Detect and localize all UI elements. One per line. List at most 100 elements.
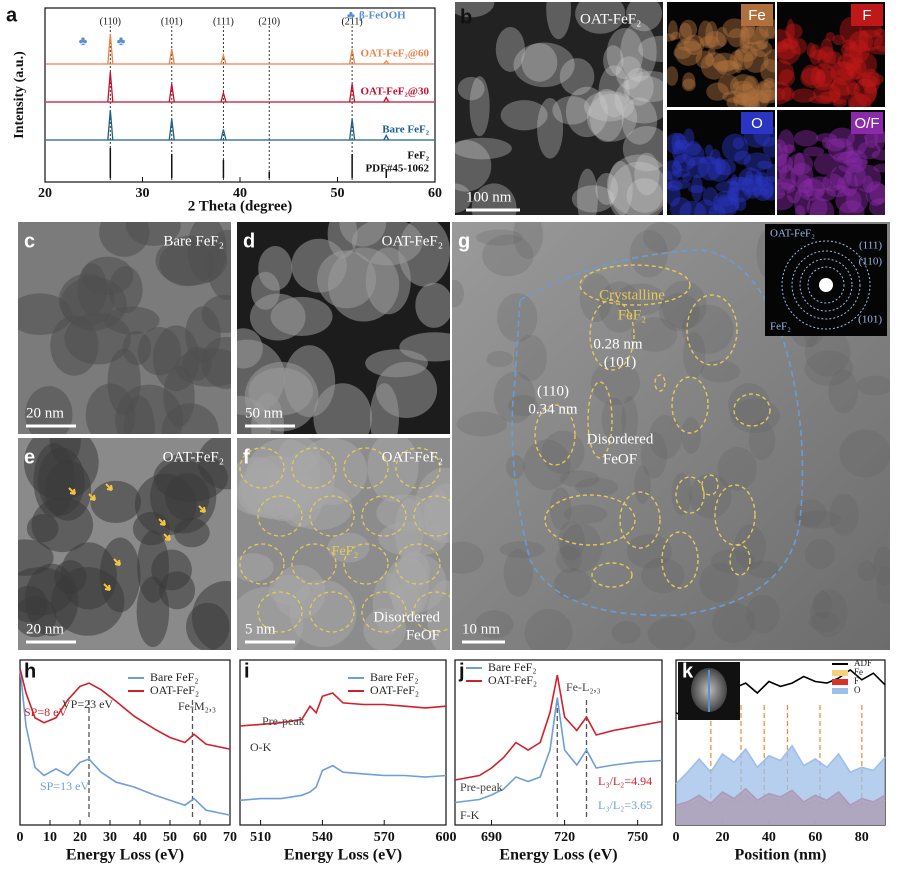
scale-label: 20 nm	[26, 621, 64, 637]
x-tick-label: 0	[673, 830, 680, 845]
diffraction-ring	[781, 240, 871, 330]
panel-label: e	[24, 446, 35, 468]
texture	[732, 137, 745, 150]
texture	[827, 137, 854, 161]
texture	[748, 91, 760, 107]
texture	[841, 171, 858, 197]
texture	[847, 91, 868, 107]
texture	[857, 29, 883, 51]
texture	[728, 179, 740, 206]
texture	[712, 52, 738, 73]
texture	[752, 176, 774, 201]
texture	[699, 156, 715, 165]
texture	[705, 144, 714, 157]
series-line	[454, 674, 663, 781]
y-axis-label: Intensity (a.u.)	[12, 51, 27, 139]
texture	[716, 159, 736, 176]
texture	[793, 130, 819, 147]
texture	[475, 229, 524, 246]
texture	[856, 375, 890, 396]
texture	[804, 538, 836, 569]
texture	[455, 183, 472, 213]
annotation: Crystalline	[599, 287, 665, 303]
texture	[873, 546, 890, 586]
texture	[621, 396, 638, 445]
texture	[505, 455, 525, 479]
texture	[757, 171, 769, 188]
texture-group	[455, 2, 663, 215]
panel-label: j	[458, 660, 465, 682]
texture	[729, 174, 739, 201]
texture	[777, 60, 794, 85]
texture	[455, 140, 492, 192]
x-tick-label: 40	[233, 186, 247, 201]
annotation: 0.28 nm	[593, 336, 643, 352]
texture	[806, 196, 828, 215]
texture	[739, 25, 750, 53]
texture	[37, 447, 85, 516]
texture	[815, 133, 838, 143]
legend-label: β-FeOOH	[359, 10, 406, 22]
annotation: Disordered	[373, 609, 440, 625]
legend-label: Bare FeF₂	[370, 670, 419, 684]
texture	[159, 571, 196, 610]
texture	[760, 59, 775, 83]
texture	[559, 470, 600, 488]
texture	[732, 93, 759, 106]
texture	[598, 281, 641, 333]
annotation: FeOF	[406, 627, 440, 643]
texture	[155, 235, 228, 286]
texture	[789, 38, 807, 55]
texture	[874, 28, 885, 38]
texture	[763, 49, 775, 73]
texture	[804, 350, 853, 386]
texture	[132, 511, 171, 546]
texture	[486, 350, 513, 368]
texture	[237, 553, 274, 582]
x-tick-label: 40	[133, 830, 147, 845]
scale-label: 50 nm	[245, 405, 283, 421]
diffraction-peak	[348, 48, 356, 65]
x-tick-label: 600	[436, 830, 457, 845]
texture	[681, 417, 702, 454]
texture	[678, 22, 693, 44]
texture	[603, 45, 624, 77]
texture	[626, 2, 663, 32]
texture	[868, 198, 885, 215]
texture	[677, 41, 702, 52]
grain-outline	[309, 591, 355, 633]
texture	[191, 580, 231, 650]
crystal-outline	[714, 484, 756, 546]
x-tick-label: 20	[38, 186, 52, 201]
texture	[685, 140, 702, 156]
grain-outline	[257, 495, 303, 537]
annotation: VP=23 eV	[62, 697, 113, 711]
texture	[500, 100, 548, 131]
grain-outline	[291, 447, 337, 489]
texture	[99, 537, 141, 613]
texture	[745, 187, 770, 196]
texture	[667, 160, 683, 181]
texture	[163, 365, 195, 427]
texture	[626, 534, 672, 569]
texture	[590, 360, 641, 406]
texture	[704, 31, 726, 50]
scale-label: 20 nm	[26, 405, 64, 421]
x-tick-label: 30	[136, 186, 150, 201]
scale-label: 10 nm	[462, 621, 500, 637]
texture	[762, 136, 775, 158]
texture	[734, 524, 766, 570]
texture	[865, 181, 885, 206]
texture	[452, 541, 484, 574]
inset-label: FeF₂	[770, 321, 791, 333]
image-title: OAT-FeF₂	[382, 233, 443, 249]
texture	[552, 96, 591, 125]
texture	[327, 247, 400, 322]
map-label-box	[851, 112, 883, 134]
diffraction-peak	[107, 109, 114, 141]
panel-label: c	[24, 230, 35, 252]
texture	[738, 167, 763, 193]
texture	[174, 518, 210, 548]
map-label: F	[862, 7, 871, 24]
